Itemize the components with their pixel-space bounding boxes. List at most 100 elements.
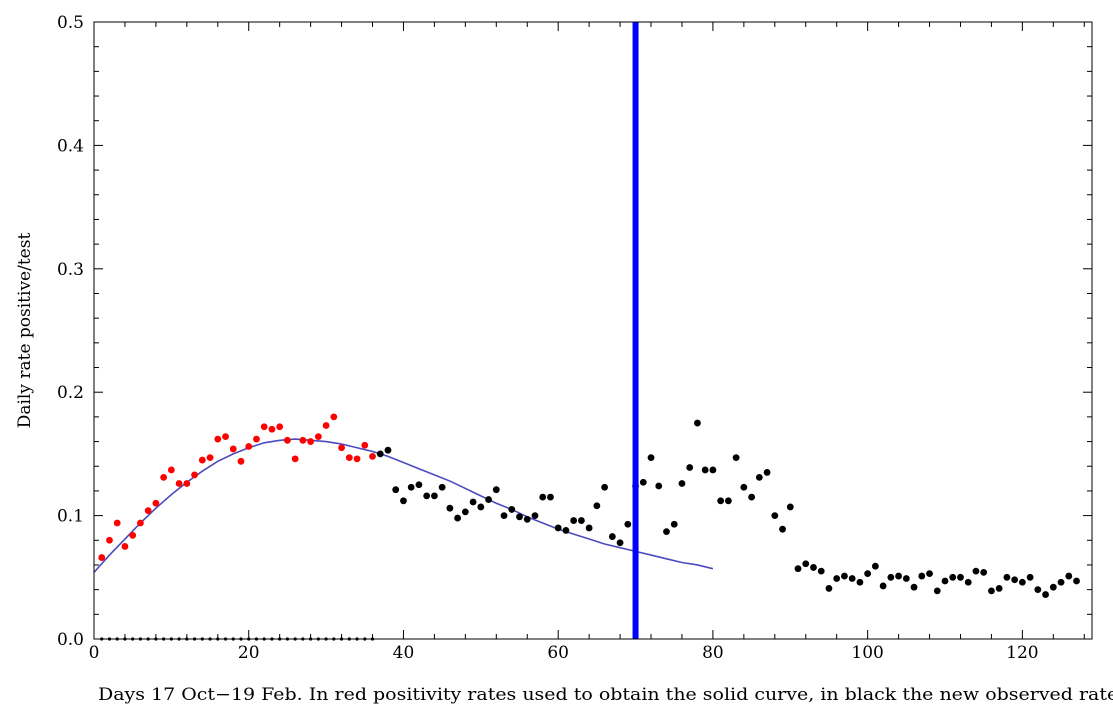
black-point xyxy=(593,502,601,510)
red-point xyxy=(314,433,322,441)
red-point xyxy=(152,499,160,507)
black-point xyxy=(1049,583,1057,591)
y-tick-label: 0.5 xyxy=(57,13,84,33)
red-point xyxy=(245,443,253,450)
black-point xyxy=(709,466,717,474)
red-point xyxy=(361,441,369,449)
y-tick-label: 0.0 xyxy=(57,630,84,650)
red-point xyxy=(268,425,276,433)
black-point xyxy=(1034,586,1042,594)
black-point xyxy=(376,450,384,458)
black-point xyxy=(717,497,725,505)
black-point xyxy=(670,520,678,528)
x-tick-label: 120 xyxy=(1006,643,1038,663)
black-point xyxy=(647,454,655,461)
red-point xyxy=(183,480,191,487)
black-point xyxy=(454,514,462,522)
data-points-layer xyxy=(98,413,1080,641)
black-point xyxy=(523,515,531,523)
black-point xyxy=(539,493,547,501)
black-point xyxy=(964,578,972,586)
black-point xyxy=(616,539,624,547)
y-tick-label: 0.2 xyxy=(57,383,84,403)
black-point xyxy=(748,493,755,501)
black-point xyxy=(1057,578,1065,586)
red-point xyxy=(353,455,361,463)
red-point xyxy=(198,456,206,464)
red-point xyxy=(253,435,260,443)
black-point xyxy=(392,486,400,494)
red-point xyxy=(345,454,353,461)
black-point xyxy=(438,483,446,491)
black-point xyxy=(902,575,910,582)
red-point xyxy=(144,507,152,515)
black-point xyxy=(724,497,732,505)
black-point xyxy=(562,527,570,534)
red-point xyxy=(129,531,137,539)
x-tick-label: 20 xyxy=(238,643,260,663)
red-point xyxy=(276,423,284,431)
black-point xyxy=(485,496,492,503)
x-tick-label: 60 xyxy=(547,643,569,663)
black-point xyxy=(856,578,864,586)
black-point xyxy=(949,573,957,581)
black-point xyxy=(554,524,562,532)
y-axis-label: Daily rate positive/test xyxy=(15,233,35,429)
red-point xyxy=(98,554,106,561)
black-point xyxy=(446,504,454,512)
black-point xyxy=(624,520,632,528)
x-tick-label: 0 xyxy=(89,643,100,663)
black-point xyxy=(810,564,817,571)
red-point xyxy=(322,422,330,429)
black-point xyxy=(732,454,740,461)
black-point xyxy=(655,482,663,490)
black-point xyxy=(1003,573,1011,581)
red-point xyxy=(206,454,214,461)
black-point xyxy=(864,570,872,577)
red-point xyxy=(284,436,291,444)
red-point xyxy=(106,536,113,544)
y-tick-label: 0.1 xyxy=(57,507,84,527)
black-point xyxy=(817,567,825,575)
red-point xyxy=(137,519,144,527)
y-tick-label: 0.3 xyxy=(57,260,84,280)
y-tick-label: 0.4 xyxy=(57,136,84,156)
black-point xyxy=(910,583,918,591)
red-point xyxy=(175,480,183,487)
black-point xyxy=(431,492,438,500)
red-point xyxy=(191,471,198,479)
red-point xyxy=(229,445,237,453)
black-point xyxy=(469,498,477,506)
x-tick-label: 40 xyxy=(393,643,415,663)
red-point xyxy=(338,444,345,452)
red-point xyxy=(307,438,315,445)
x-axis-label: Days 17 Oct−19 Feb. In red positivity ra… xyxy=(98,685,1113,705)
black-point xyxy=(508,506,516,513)
black-point xyxy=(585,524,593,532)
black-point xyxy=(639,478,647,486)
black-point xyxy=(608,533,616,540)
axis-ticks xyxy=(93,21,1092,640)
black-point xyxy=(1073,577,1080,585)
black-point xyxy=(578,517,585,524)
black-point xyxy=(879,582,887,590)
red-point xyxy=(222,433,229,441)
black-point xyxy=(972,567,980,575)
black-point xyxy=(833,575,841,582)
red-point xyxy=(160,473,168,481)
fitted-curve xyxy=(93,438,714,573)
red-point xyxy=(291,455,299,463)
black-point xyxy=(794,565,802,573)
black-point xyxy=(786,503,794,511)
black-point xyxy=(740,483,748,491)
black-point xyxy=(871,562,879,570)
black-point xyxy=(988,587,995,595)
red-point xyxy=(237,457,245,465)
black-point xyxy=(771,512,779,519)
black-point xyxy=(957,573,964,581)
black-point xyxy=(763,469,771,476)
black-point xyxy=(423,492,431,500)
red-point xyxy=(369,452,376,460)
black-point xyxy=(802,560,810,568)
